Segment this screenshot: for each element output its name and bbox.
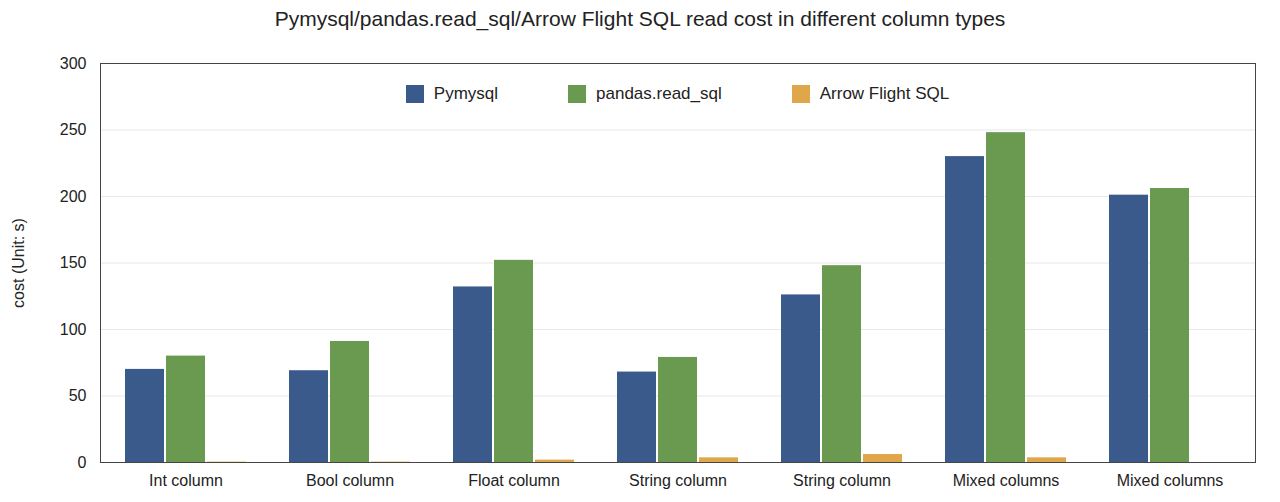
svg-text:Int column: Int column (149, 472, 223, 489)
svg-text:String column: String column (629, 472, 727, 489)
html-text:pandas.read_sql: pandas.read_sql (596, 84, 722, 103)
svg-text:250: 250 (60, 121, 87, 138)
svg-text:cost (Unit: s): cost (Unit: s) (10, 218, 27, 308)
svg-text:50: 50 (69, 387, 87, 404)
html-text:Pymysql/pandas.read_sql/Arrow: Pymysql/pandas.read_sql/Arrow Flight SQL… (274, 7, 1006, 30)
svg-text:Mixed columns: Mixed columns (953, 472, 1060, 489)
svg-text:300: 300 (60, 55, 87, 72)
svg-text:Float column: Float column (468, 472, 560, 489)
html-text:Pymysql: Pymysql (433, 84, 498, 103)
svg-text:Bool column: Bool column (306, 472, 394, 489)
svg-text:100: 100 (60, 321, 87, 338)
svg-text:200: 200 (60, 188, 87, 205)
html-text:Arrow Flight SQL: Arrow Flight SQL (819, 84, 950, 103)
svg-text:150: 150 (60, 254, 87, 271)
svg-text:0: 0 (78, 454, 87, 471)
svg-text:String column: String column (793, 472, 891, 489)
svg-text:Mixed columns: Mixed columns (1117, 472, 1224, 489)
